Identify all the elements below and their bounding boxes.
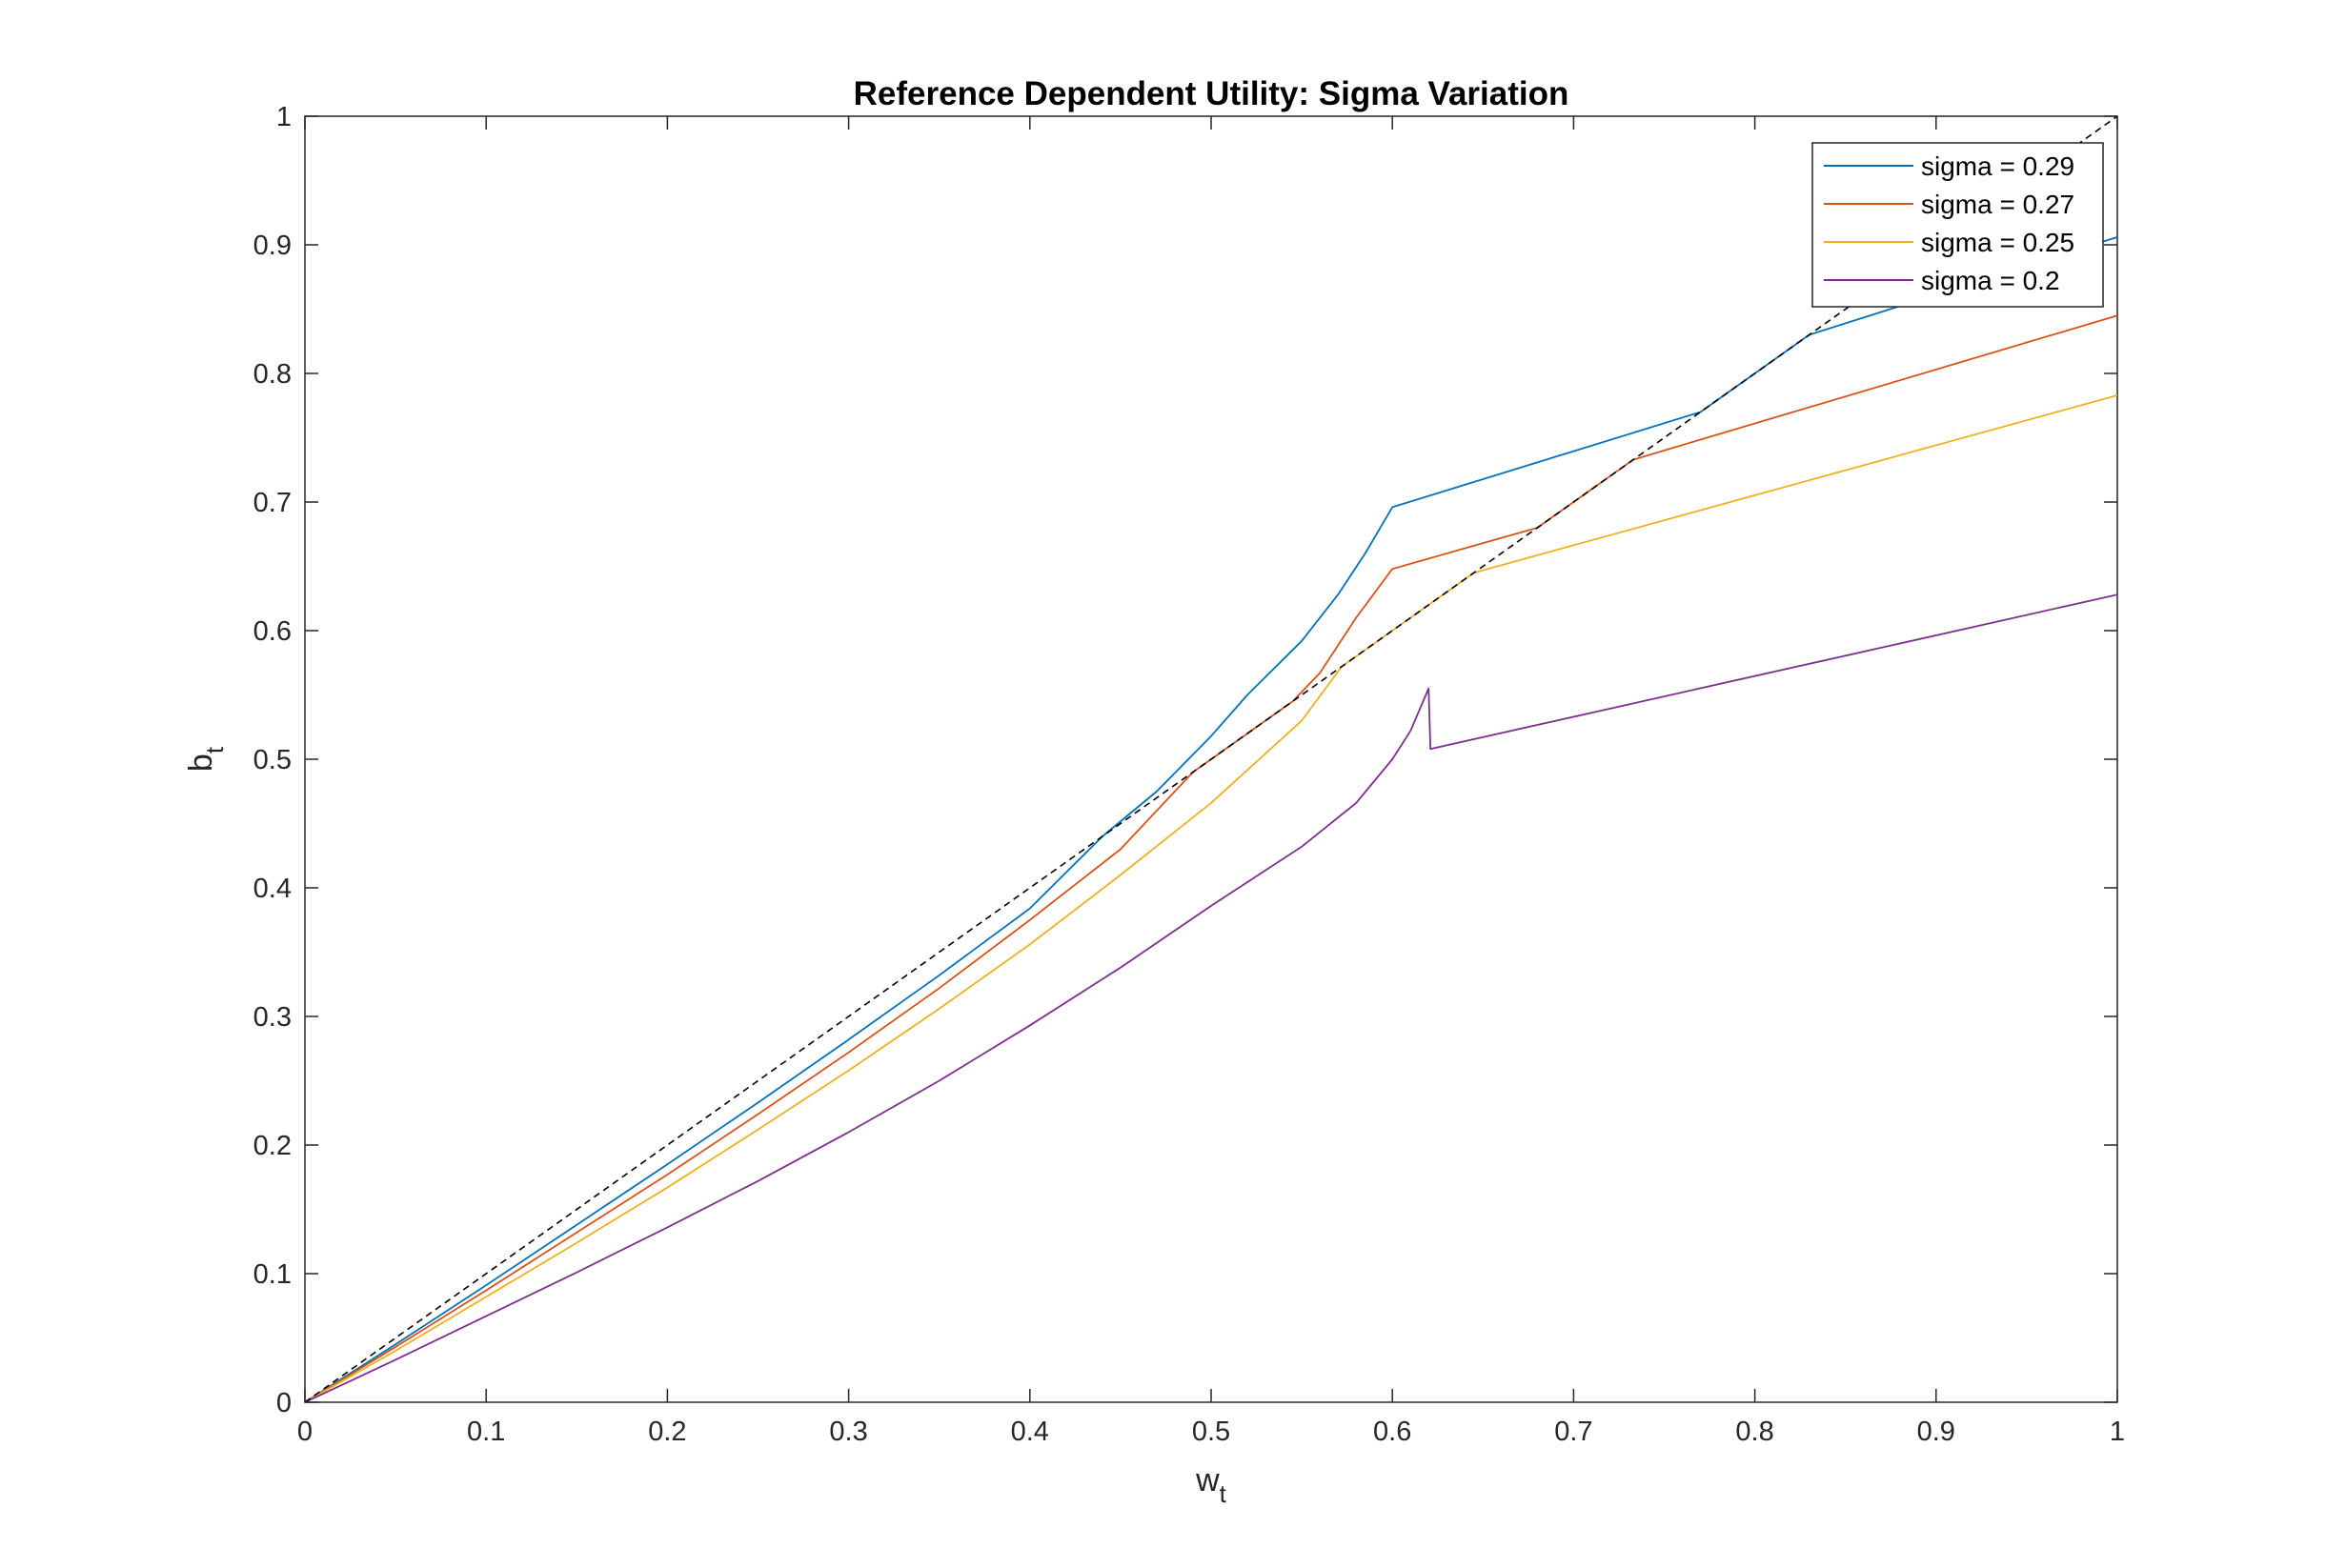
- y-tick-label: 0.7: [253, 488, 292, 518]
- x-axis-label-main: w: [1195, 1462, 1220, 1498]
- x-tick-label: 1: [2110, 1417, 2125, 1447]
- y-tick-label: 1: [276, 102, 292, 132]
- x-tick-label: 0.2: [648, 1417, 686, 1447]
- series-line-1: [305, 314, 2117, 1402]
- y-axis-label: bt: [183, 746, 229, 772]
- legend-label: sigma = 0.25: [1921, 228, 2074, 257]
- series-line-3: [305, 593, 2117, 1402]
- y-tick-label: 0.9: [253, 231, 292, 261]
- chart-title: Reference Dependent Utility: Sigma Varia…: [854, 75, 1569, 112]
- legend-label: sigma = 0.27: [1921, 190, 2074, 219]
- x-tick-label: 0.5: [1192, 1417, 1230, 1447]
- x-axis-label-sub: t: [1220, 1479, 1227, 1508]
- y-tick-label: 0.5: [253, 745, 292, 775]
- y-tick-label: 0: [276, 1388, 292, 1418]
- y-tick-label: 0.3: [253, 1002, 292, 1033]
- x-axis-label: wt: [1195, 1462, 1227, 1508]
- ticks-layer: 0 0.1 0.2 0.3 0.4 0.5 0.6 0.7 0.8 0.9 1 0 0.1 0.2 0.3 0…: [253, 102, 2125, 1447]
- series-line-0: [305, 236, 2117, 1402]
- legend-label: sigma = 0.29: [1921, 151, 2074, 181]
- axis-titles: wt bt: [183, 746, 1227, 1508]
- y-tick-label: 0.2: [253, 1131, 292, 1161]
- legend: sigma = 0.29 sigma = 0.27 sigma = 0.25 sigm…: [1811, 142, 2104, 308]
- y-tick-label: 0.4: [253, 874, 292, 904]
- y-tick-label: 0.1: [253, 1259, 292, 1290]
- x-tick-label: 0.8: [1735, 1417, 1773, 1447]
- x-tick-label: 0.4: [1011, 1417, 1049, 1447]
- x-tick-label: 0.7: [1554, 1417, 1592, 1447]
- x-tick-label: 0.1: [467, 1417, 505, 1447]
- legend-label: sigma = 0.2: [1921, 266, 2060, 295]
- series-layer: [305, 116, 2117, 1402]
- x-tick-label: 0.6: [1373, 1417, 1411, 1447]
- y-axis-label-sub: t: [200, 746, 229, 754]
- series-line-2: [305, 394, 2117, 1402]
- y-tick-label: 0.8: [253, 359, 292, 390]
- y-axis-label-main: b: [183, 754, 219, 772]
- x-tick-label: 0: [297, 1417, 313, 1447]
- x-tick-label: 0.9: [1917, 1417, 1955, 1447]
- reference-45-degree-line: [305, 116, 2117, 1402]
- y-tick-label: 0.6: [253, 616, 292, 647]
- x-tick-label: 0.3: [829, 1417, 867, 1447]
